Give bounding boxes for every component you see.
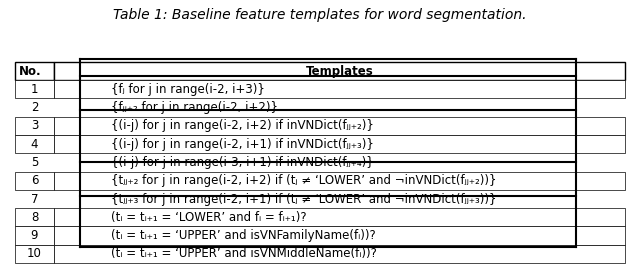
Text: Table 1: Baseline feature templates for word segmentation.: Table 1: Baseline feature templates for …	[113, 8, 527, 22]
